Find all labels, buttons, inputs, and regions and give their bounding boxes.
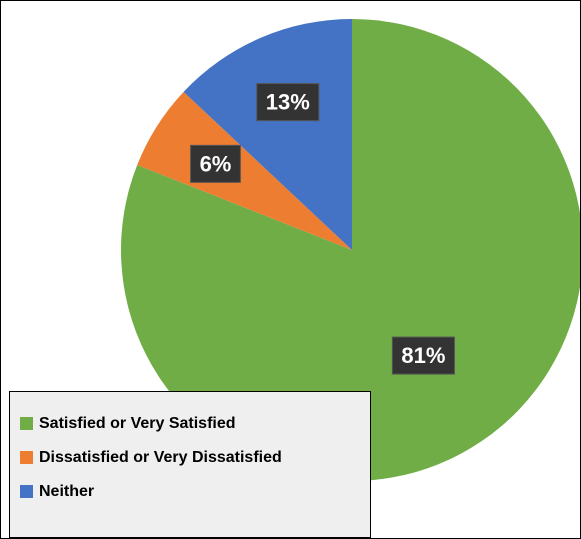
data-label-dissatisfied: 6% (190, 144, 241, 183)
legend-swatch-dissatisfied (20, 451, 33, 464)
chart-legend: Satisfied or Very Satisfied Dissatisfied… (9, 391, 371, 538)
legend-item-neither: Neither (20, 480, 370, 503)
legend-item-dissatisfied: Dissatisfied or Very Dissatisfied (20, 446, 370, 469)
data-label-box-dissatisfied (190, 144, 241, 183)
legend-label-neither: Neither (39, 482, 95, 500)
legend-item-satisfied: Satisfied or Very Satisfied (20, 412, 370, 435)
data-label-satisfied: 81% (391, 336, 455, 375)
pie-slice-neither (183, 19, 352, 250)
pie-slices (121, 19, 580, 481)
legend-label-dissatisfied: Dissatisfied or Very Dissatisfied (39, 448, 282, 466)
pie-slice-satisfied (121, 19, 580, 481)
data-label-box-neither (256, 83, 320, 122)
data-label-text-dissatisfied: 6% (200, 151, 232, 176)
pie-slice-dissatisfied (137, 91, 352, 250)
legend-label-satisfied: Satisfied or Very Satisfied (39, 414, 236, 432)
data-label-text-neither: 13% (266, 90, 310, 115)
data-label-box-satisfied (391, 336, 455, 375)
legend-swatch-neither (20, 485, 33, 498)
pie-data-labels: 81% 6% 13% (190, 83, 455, 375)
data-label-text-satisfied: 81% (401, 343, 445, 368)
legend-swatch-satisfied (20, 417, 33, 430)
data-label-neither: 13% (256, 83, 320, 122)
